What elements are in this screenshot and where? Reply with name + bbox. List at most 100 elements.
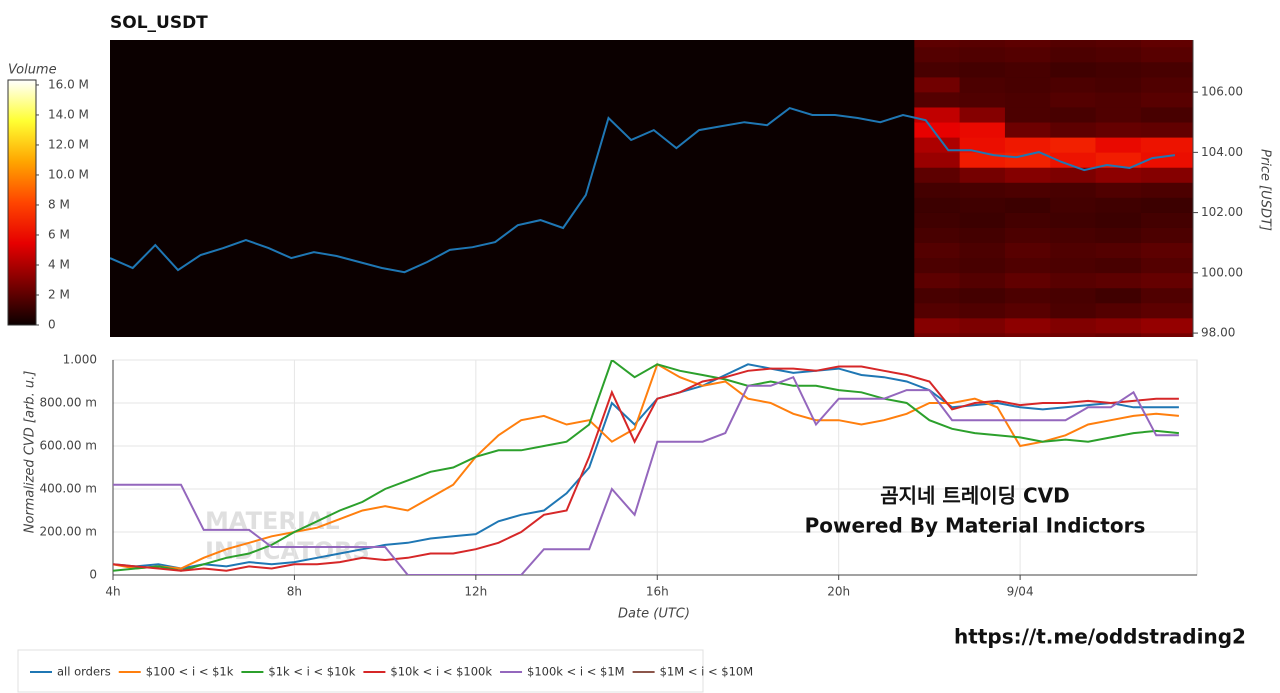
heatmap-cell — [914, 212, 960, 228]
heatmap-cell — [1140, 152, 1193, 168]
heatmap-cell — [959, 152, 1006, 168]
heatmap-cell — [914, 242, 960, 259]
heatmap-cell — [1050, 167, 1096, 183]
colorbar-tick-label: 0 — [48, 318, 56, 332]
annotation: 곰지네 트레이딩 CVD — [880, 484, 1069, 508]
legend-label: $1M < i < $10M — [660, 665, 754, 679]
legend-label: $100k < i < $1M — [527, 665, 625, 679]
heatmap-cell — [959, 272, 1006, 289]
heatmap-cell — [1095, 302, 1142, 319]
heatmap-cell — [1050, 107, 1096, 123]
heatmap-cell — [914, 137, 960, 153]
chart-title: SOL_USDT — [110, 13, 208, 33]
heatmap-cell — [1095, 137, 1142, 153]
heatmap-cell — [1095, 46, 1142, 63]
heatmap-cell — [959, 197, 1006, 213]
x-tick-label: 12h — [464, 585, 487, 599]
heatmap-cell — [1140, 227, 1193, 244]
heatmap-cell — [959, 212, 1006, 228]
heatmap-cell — [1004, 227, 1051, 244]
heatmap-cell — [1050, 182, 1096, 198]
heatmap-cell — [914, 92, 960, 108]
plot-area — [112, 359, 1198, 576]
heatmap-cell — [914, 77, 960, 93]
heatmap-cell — [914, 107, 960, 123]
heatmap-cell — [959, 77, 1006, 93]
series-line — [113, 363, 1179, 570]
heatmap-cell — [959, 137, 1006, 153]
y-tick-label: 400.00 m — [40, 482, 98, 496]
series-line — [113, 362, 1179, 570]
heatmap-cell — [1095, 40, 1142, 48]
heatmap-cell — [1140, 272, 1193, 289]
heatmap-cell — [1004, 242, 1051, 259]
heatmap-cell — [959, 167, 1006, 183]
heatmap-cell — [1050, 333, 1096, 337]
heatmap-cell — [1050, 257, 1096, 274]
colorbar-tick-label: 10.0 M — [48, 167, 89, 181]
heatmap-cell — [1050, 40, 1096, 48]
heatmap-cell — [1050, 152, 1096, 168]
heatmap-cell — [1140, 287, 1193, 304]
heatmap-cell — [1095, 152, 1142, 168]
heatmap-cell — [1004, 272, 1051, 289]
x-tick-label: 9/04 — [1007, 585, 1034, 599]
heatmap-cell — [1004, 107, 1051, 123]
heatmap-cell — [1050, 92, 1096, 108]
heatmap-cell — [959, 122, 1006, 138]
heatmap-cell — [1050, 212, 1096, 228]
heatmap-cell — [1140, 318, 1193, 334]
heatmap-cell — [1095, 61, 1142, 78]
x-tick-label: 4h — [105, 585, 120, 599]
heatmap-cell — [1140, 212, 1193, 228]
annotation: https://t.me/oddstrading2 — [954, 625, 1246, 649]
heatmap-cell — [1095, 272, 1142, 289]
heatmap-cell — [1095, 182, 1142, 198]
heatmap-cell — [1050, 302, 1096, 319]
legend-label: $100 < i < $1k — [146, 665, 234, 679]
heatmap-cell — [914, 46, 960, 63]
heatmap-cell — [959, 61, 1006, 78]
heatmap-cell — [1095, 92, 1142, 108]
legend-box — [17, 649, 704, 693]
colorbar-tick-label: 14.0 M — [48, 107, 89, 121]
heatmap-cell — [1004, 137, 1051, 153]
series-line — [110, 106, 1176, 274]
heatmap-cell — [1095, 227, 1142, 244]
heatmap-cell — [1095, 242, 1142, 259]
heatmap-cell — [959, 107, 1006, 123]
heatmap-cell — [959, 287, 1006, 304]
heatmap-cell — [1004, 40, 1051, 48]
heatmap-cell — [1004, 61, 1051, 78]
heatmap-cell — [914, 333, 960, 337]
heatmap-cell — [1095, 77, 1142, 93]
heatmap-cell — [1050, 318, 1096, 334]
heatmap-cell — [1004, 92, 1051, 108]
heatmap-cell — [959, 318, 1006, 334]
y-tick-label: 104.00 — [1201, 145, 1243, 159]
heatmap-cell — [1004, 287, 1051, 304]
heatmap-cell — [1050, 272, 1096, 289]
heatmap-cell — [1140, 257, 1193, 274]
heatmap-cell — [914, 152, 960, 168]
y-tick-label: 106.00 — [1201, 85, 1243, 99]
heatmap-cell — [1095, 287, 1142, 304]
legend: all orders $100 < i < $1k $1k < i < $10k $1… — [30, 665, 753, 679]
heatmap-cell — [959, 92, 1006, 108]
heatmap-cell — [1095, 122, 1142, 138]
heatmap-cell — [1095, 257, 1142, 274]
price-chart: 98.00 100.00 102.00 104.00 106.00 0 2 M 4 M 6 M 8… — [7, 40, 1243, 340]
heatmap-cell — [1050, 61, 1096, 78]
heatmap-cell — [1140, 197, 1193, 213]
heatmap-cell — [1140, 137, 1193, 153]
colorbar-tick-label: 8 M — [48, 197, 70, 211]
heatmap-cell — [1004, 318, 1051, 334]
heatmap-cell — [959, 333, 1006, 337]
heatmap-cell — [1004, 77, 1051, 93]
heatmap-cell — [959, 257, 1006, 274]
heatmap-cell — [1140, 167, 1193, 183]
series-line — [113, 360, 1179, 572]
x-tick-label: 20h — [827, 585, 850, 599]
x-axis-title: Date (UTC) — [618, 607, 690, 622]
